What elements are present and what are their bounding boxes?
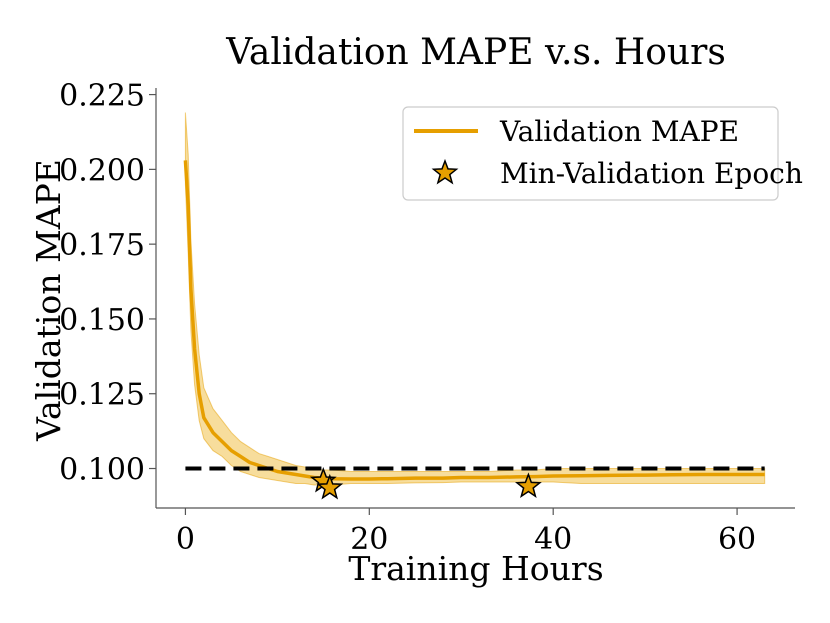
x-tick-label: 60 bbox=[718, 522, 756, 557]
legend-box bbox=[402, 106, 779, 201]
legend-label-validation-mape: Validation MAPE bbox=[499, 115, 739, 148]
validation-mape-line bbox=[183, 160, 765, 481]
min-validation-star bbox=[514, 472, 542, 498]
y-ticks: 0.100 0.125 0.150 0.175 0.200 0.225 bbox=[59, 79, 156, 488]
x-tick-label: 20 bbox=[350, 522, 388, 557]
y-tick-label: 0.175 bbox=[59, 228, 145, 263]
min-validation-markers bbox=[309, 466, 542, 500]
y-axis-label: Validation MAPE bbox=[29, 159, 68, 442]
x-axis-label: Training Hours bbox=[348, 549, 603, 588]
min-validation-star bbox=[316, 473, 344, 500]
x-tick-label: 40 bbox=[534, 522, 572, 557]
legend: Validation MAPE Min-Validation Epoch bbox=[402, 106, 803, 201]
chart-title: Validation MAPE v.s. Hours bbox=[225, 32, 726, 73]
legend-label-min-validation-epoch: Min-Validation Epoch bbox=[500, 157, 803, 190]
y-tick-label: 0.225 bbox=[59, 79, 145, 114]
y-tick-label: 0.125 bbox=[59, 378, 145, 413]
x-ticks: 0 20 40 60 bbox=[176, 508, 756, 557]
x-tick-label: 0 bbox=[176, 522, 195, 557]
y-tick-label: 0.150 bbox=[59, 303, 145, 338]
legend-star-icon bbox=[431, 158, 459, 185]
validation-mape-band bbox=[184, 112, 766, 486]
y-tick-label: 0.100 bbox=[59, 453, 145, 488]
y-tick-label: 0.200 bbox=[59, 153, 145, 188]
axes: 0 20 40 60 0.100 0.125 0.150 0.175 0.200 0.225 bbox=[59, 79, 795, 557]
plot-area bbox=[183, 112, 766, 500]
